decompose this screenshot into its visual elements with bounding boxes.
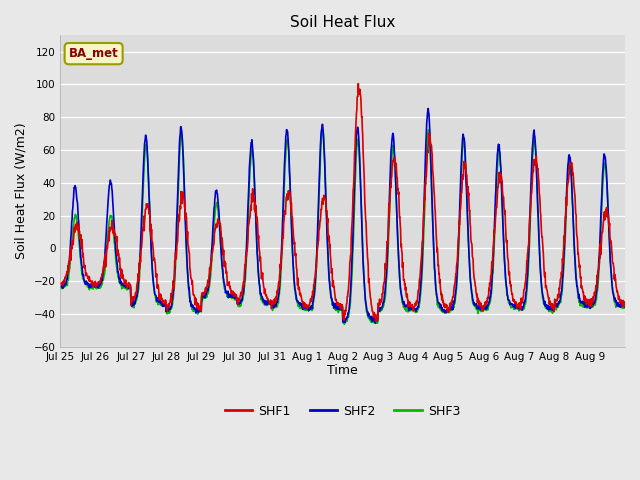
SHF3 <box>621 302 629 308</box>
SHF3 <box>614 302 622 308</box>
SHF2 <box>317 130 325 135</box>
SHF2 <box>328 296 335 301</box>
SHF1 <box>56 283 64 288</box>
SHF1 <box>559 251 567 256</box>
SHF1 <box>317 206 325 212</box>
SHF2 <box>559 265 567 271</box>
Line: SHF1: SHF1 <box>60 84 625 322</box>
SHF1 <box>621 300 629 306</box>
SHF1 <box>372 319 380 324</box>
SHF2 <box>145 179 152 184</box>
SHF3 <box>317 140 325 146</box>
SHF2 <box>621 300 629 306</box>
SHF3 <box>145 178 152 183</box>
SHF1 <box>328 268 335 274</box>
SHF2 <box>371 320 379 326</box>
SHF2 <box>477 304 484 310</box>
SHF2 <box>614 303 622 309</box>
Line: SHF3: SHF3 <box>60 130 625 324</box>
SHF3 <box>340 322 348 327</box>
Y-axis label: Soil Heat Flux (W/m2): Soil Heat Flux (W/m2) <box>15 123 28 259</box>
Title: Soil Heat Flux: Soil Heat Flux <box>290 15 396 30</box>
SHF3 <box>559 274 567 280</box>
Text: BA_met: BA_met <box>68 47 118 60</box>
SHF3 <box>328 302 336 308</box>
Line: SHF2: SHF2 <box>60 108 625 323</box>
SHF1 <box>477 302 484 308</box>
SHF3 <box>318 127 326 132</box>
SHF1 <box>145 205 152 211</box>
SHF3 <box>56 284 64 290</box>
SHF2 <box>424 106 432 111</box>
Legend: SHF1, SHF2, SHF3: SHF1, SHF2, SHF3 <box>220 400 465 423</box>
SHF1 <box>355 81 362 86</box>
SHF3 <box>477 307 484 312</box>
X-axis label: Time: Time <box>327 364 358 377</box>
SHF2 <box>56 281 64 287</box>
SHF1 <box>614 297 622 302</box>
